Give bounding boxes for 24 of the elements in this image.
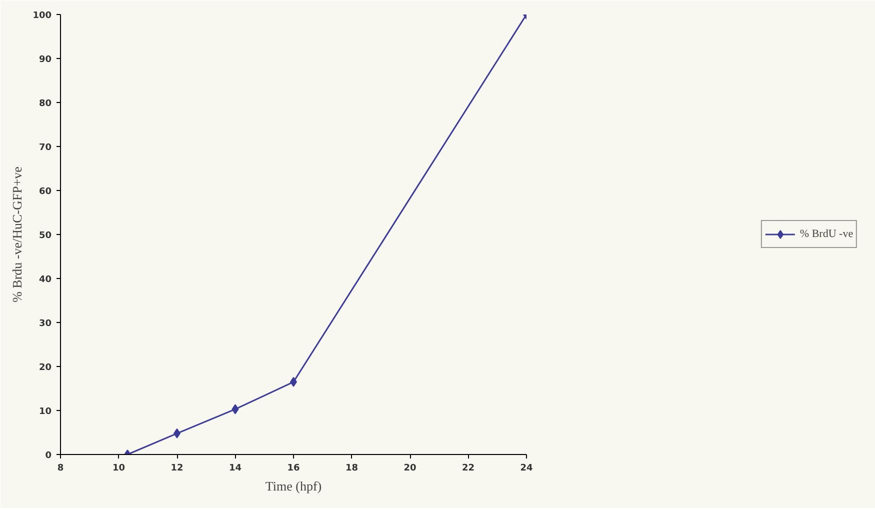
y-tick-label: 0 [45, 451, 52, 461]
x-tick-label: 22 [462, 464, 475, 474]
y-tick-label: 40 [38, 275, 52, 285]
y-tick-label: 90 [38, 55, 52, 65]
x-axis-title: Time (hpf) [265, 478, 322, 494]
y-axis-title: % Brdu -ve/HuC-GFP+ve [10, 166, 25, 302]
x-tick-label: 10 [112, 464, 126, 474]
y-tick-label: 80 [38, 99, 52, 109]
point [232, 404, 239, 414]
legend-label: % BrdU -ve [800, 228, 854, 240]
y-tick-label: 100 [32, 11, 52, 21]
x-tick-label: 16 [287, 464, 300, 474]
y-tick-label: 70 [38, 143, 52, 153]
y-tick-label: 10 [38, 407, 52, 417]
x-tick-label: 20 [404, 464, 416, 474]
y-tick-label: 60 [38, 187, 52, 197]
x-tick-label: 14 [228, 464, 242, 474]
y-tick-label: 50 [38, 231, 52, 241]
x-tick-label: 18 [345, 464, 358, 474]
x-tick-label: 24 [520, 464, 533, 474]
y-tick-label: 30 [38, 319, 52, 329]
x-tick-label: 8 [57, 464, 64, 474]
x-tick-label: 12 [170, 464, 184, 474]
y-tick-label: 20 [38, 363, 52, 373]
